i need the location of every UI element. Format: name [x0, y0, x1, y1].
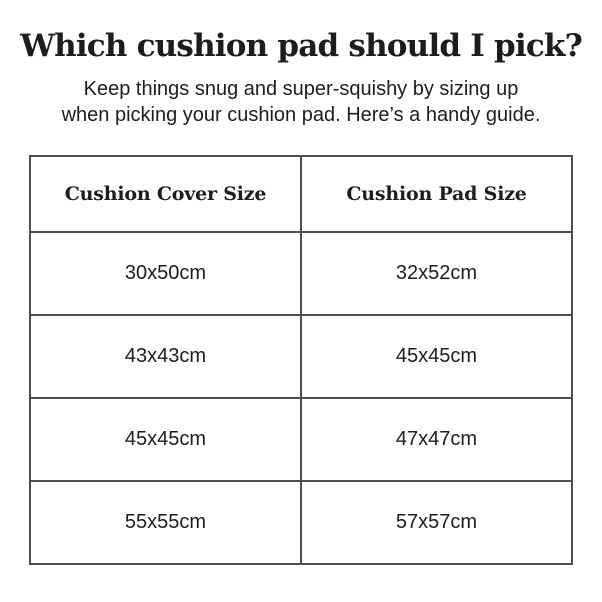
header-cushion-cover-size: Cushion Cover Size — [29, 155, 302, 233]
size-guide-table: Cushion Cover Size Cushion Pad Size 30x5… — [29, 155, 573, 565]
table-row: 45x45cm 47x47cm — [29, 397, 573, 482]
pad-size-cell: 57x57cm — [300, 480, 573, 565]
table-row: 43x43cm 45x45cm — [29, 314, 573, 399]
table-header-row: Cushion Cover Size Cushion Pad Size — [29, 155, 573, 233]
subtitle-line-2: when picking your cushion pad. Here’s a … — [61, 104, 541, 126]
header-cushion-pad-size: Cushion Pad Size — [300, 155, 573, 233]
page-title: Which cushion pad should I pick? — [20, 28, 583, 64]
cover-size-cell: 55x55cm — [29, 480, 302, 565]
page-subtitle: Keep things snug and super-squishy by si… — [0, 76, 602, 128]
cover-size-cell: 30x50cm — [29, 231, 302, 316]
table-row: 30x50cm 32x52cm — [29, 231, 573, 316]
subtitle-line-1: Keep things snug and super-squishy by si… — [83, 78, 519, 100]
pad-size-cell: 32x52cm — [300, 231, 573, 316]
cover-size-cell: 45x45cm — [29, 397, 302, 482]
pad-size-cell: 45x45cm — [300, 314, 573, 399]
cover-size-cell: 43x43cm — [29, 314, 302, 399]
table-row: 55x55cm 57x57cm — [29, 480, 573, 565]
pad-size-cell: 47x47cm — [300, 397, 573, 482]
